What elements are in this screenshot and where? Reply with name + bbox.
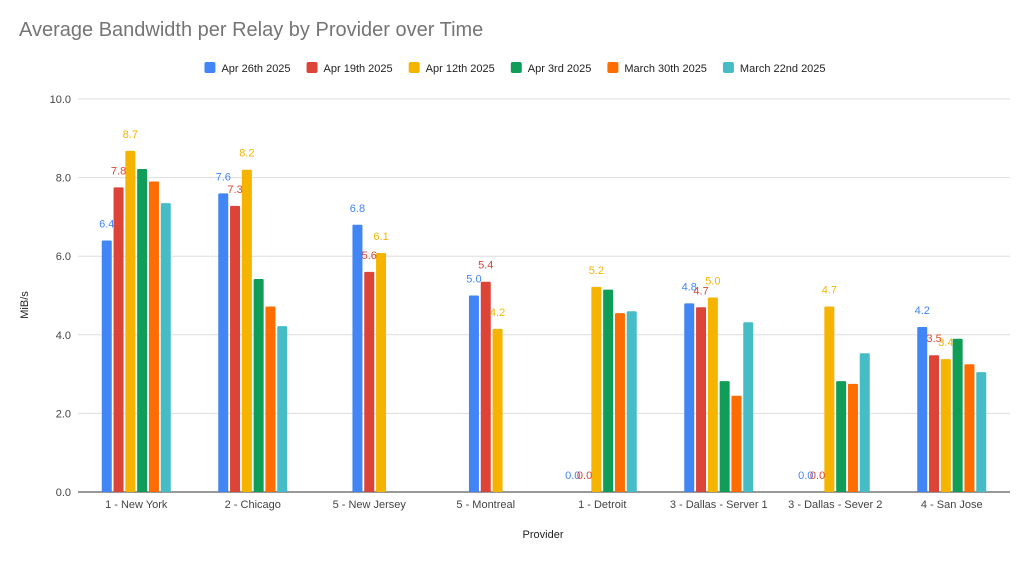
bar [241,169,252,493]
data-label: 4.7 [822,285,837,297]
bar [376,253,387,492]
data-label: 0.0 [810,470,825,482]
y-tick-label: 2.0 [56,408,71,420]
bar [218,193,229,492]
legend-label: Apr 3rd 2025 [528,63,592,75]
bar [964,364,975,492]
bar [253,278,264,492]
bar [719,381,730,492]
legend-swatch [204,62,216,73]
x-tick-label: 2 - Chicago [225,499,281,511]
legend-label: Apr 12th 2025 [426,63,495,75]
bar [731,395,742,492]
data-label: 4.8 [682,281,697,293]
legend-swatch [510,62,522,73]
bar [492,328,503,492]
data-label: 0.0 [565,470,580,482]
data-label: 5.6 [362,250,377,262]
y-tick-label: 10.0 [50,94,71,106]
bar [707,297,718,492]
legend-swatch [722,62,734,73]
data-label: 4.7 [693,285,708,297]
legend-swatch [306,62,318,73]
bar [626,311,637,492]
data-label: 5.0 [705,275,720,287]
x-axis-ticks: 1 - New York 2 - Chicago 5 - New Jersey 5 -… [105,499,983,511]
bar [101,240,112,492]
data-label: 7.3 [227,184,242,196]
bar [160,203,171,492]
y-axis-ticks: 0.0 2.0 4.0 6.0 8.0 10.0 [50,94,71,499]
bar [696,307,707,492]
x-tick-label: 5 - New Jersey [333,499,407,511]
data-label: 3.4 [938,337,953,349]
bar [137,168,148,493]
bar [847,383,858,492]
bar [929,355,940,492]
bar [743,322,754,492]
x-axis-label: Provider [523,529,564,541]
data-label: 6.8 [350,203,365,215]
bar [480,281,491,492]
gridlines [78,98,1010,493]
y-tick-label: 0.0 [56,487,71,499]
bar [364,271,375,492]
x-tick-label: 5 - Montreal [456,499,515,511]
bar [976,372,987,492]
bar [468,295,479,492]
data-label: 7.6 [216,171,231,183]
bar [113,187,124,493]
bar [859,353,870,492]
data-label: 4.2 [915,305,930,317]
bar [148,181,159,492]
data-label: 0.0 [577,470,592,482]
legend-label: March 30th 2025 [624,63,707,75]
data-label: 5.0 [466,274,481,286]
bar [614,313,625,492]
bar [836,381,847,492]
bar [230,205,241,492]
y-tick-label: 4.0 [56,330,71,342]
bars [101,150,987,493]
x-tick-label: 1 - Detroit [578,499,626,511]
data-label: 3.5 [926,333,941,345]
legend-swatch [607,62,619,73]
x-tick-label: 1 - New York [105,499,168,511]
chart-title: Average Bandwidth per Relay by Provider … [19,19,484,41]
bar [684,303,695,492]
bar [940,359,951,492]
data-label: 8.7 [123,129,138,141]
legend-label: Apr 19th 2025 [324,63,393,75]
y-tick-label: 6.0 [56,251,71,263]
bar [125,150,136,492]
x-tick-label: 4 - San Jose [921,499,983,511]
data-label: 5.2 [589,265,604,277]
y-tick-label: 8.0 [56,173,71,185]
legend: Apr 26th 2025 Apr 19th 2025 Apr 12th 2025 A… [204,62,826,75]
legend-label: Apr 26th 2025 [221,63,290,75]
x-tick-label: 3 - Dallas - Sever 2 [788,499,882,511]
data-label: 4.2 [490,307,505,319]
data-label: 8.2 [239,148,254,160]
bar [265,306,276,492]
x-tick-label: 3 - Dallas - Server 1 [670,499,768,511]
data-labels: 6.47.88.77.67.38.26.85.66.15.05.44.20.00… [99,129,953,482]
y-axis-label: MiB/s [19,291,31,319]
bar [277,326,288,492]
legend-label: March 22nd 2025 [740,63,826,75]
bar [603,289,614,492]
bar [952,338,963,492]
bar [824,306,835,492]
bar [591,286,602,492]
data-label: 0.0 [798,470,813,482]
legend-swatch [408,62,420,73]
data-label: 5.4 [478,260,493,272]
bar [352,224,363,492]
bar [917,326,928,492]
data-label: 7.8 [111,165,126,177]
data-label: 6.1 [373,231,388,243]
data-label: 6.4 [99,218,114,230]
